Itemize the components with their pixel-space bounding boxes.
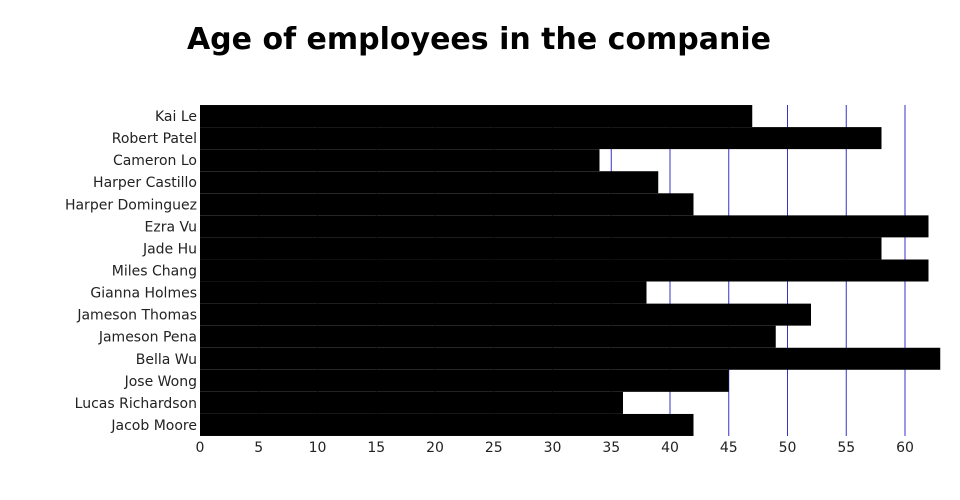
y-tick-label: Jameson Thomas bbox=[76, 308, 197, 324]
bar bbox=[200, 391, 623, 414]
chart-title: Age of employees in the companie bbox=[186, 22, 772, 57]
y-tick-label: Lucas Richardson bbox=[75, 396, 197, 412]
y-tick-label: Jade Hu bbox=[142, 241, 197, 257]
y-tick-label: Ezra Vu bbox=[145, 219, 197, 235]
bar bbox=[200, 127, 882, 150]
y-tick-label: Kai Le bbox=[155, 109, 197, 125]
bar bbox=[200, 215, 929, 238]
x-tick-label: 40 bbox=[661, 440, 679, 456]
bar bbox=[200, 259, 929, 282]
bar bbox=[200, 193, 694, 216]
x-tick-label: 50 bbox=[779, 440, 797, 456]
y-tick-label: Harper Dominguez bbox=[65, 197, 197, 213]
bar bbox=[200, 149, 600, 172]
x-axis-tick-labels: 0 5 10 15 20 25 30 35 40 45 50 55 60 bbox=[196, 440, 914, 456]
x-tick-label: 0 bbox=[196, 440, 205, 456]
y-axis-tick-labels: Kai Le Robert Patel Cameron Lo Harper Casti… bbox=[65, 109, 197, 434]
x-tick-label: 35 bbox=[602, 440, 620, 456]
x-tick-label: 25 bbox=[485, 440, 503, 456]
x-tick-label: 55 bbox=[837, 440, 855, 456]
x-tick-label: 20 bbox=[426, 440, 444, 456]
bar bbox=[200, 325, 776, 348]
y-tick-label: Jacob Moore bbox=[110, 418, 197, 434]
x-tick-label: 10 bbox=[309, 440, 327, 456]
bar bbox=[200, 303, 811, 326]
y-tick-label: Bella Wu bbox=[136, 352, 197, 368]
x-tick-label: 45 bbox=[720, 440, 738, 456]
y-tick-label: Gianna Holmes bbox=[90, 286, 197, 302]
y-tick-label: Jameson Pena bbox=[98, 330, 197, 346]
y-tick-label: Harper Castillo bbox=[93, 175, 197, 191]
bar bbox=[200, 281, 647, 304]
y-tick-label: Miles Chang bbox=[112, 264, 197, 280]
x-tick-label: 60 bbox=[896, 440, 914, 456]
y-tick-label: Robert Patel bbox=[112, 131, 197, 147]
y-tick-label: Jose Wong bbox=[124, 374, 197, 390]
bar bbox=[200, 105, 753, 128]
x-tick-label: 30 bbox=[544, 440, 562, 456]
bar bbox=[200, 347, 941, 370]
bar bbox=[200, 171, 659, 194]
y-tick-label: Cameron Lo bbox=[113, 153, 197, 169]
bar bbox=[200, 413, 694, 436]
x-tick-label: 5 bbox=[254, 440, 263, 456]
bar bbox=[200, 237, 882, 260]
bars bbox=[200, 105, 941, 436]
bar bbox=[200, 369, 729, 392]
x-tick-label: 15 bbox=[367, 440, 385, 456]
